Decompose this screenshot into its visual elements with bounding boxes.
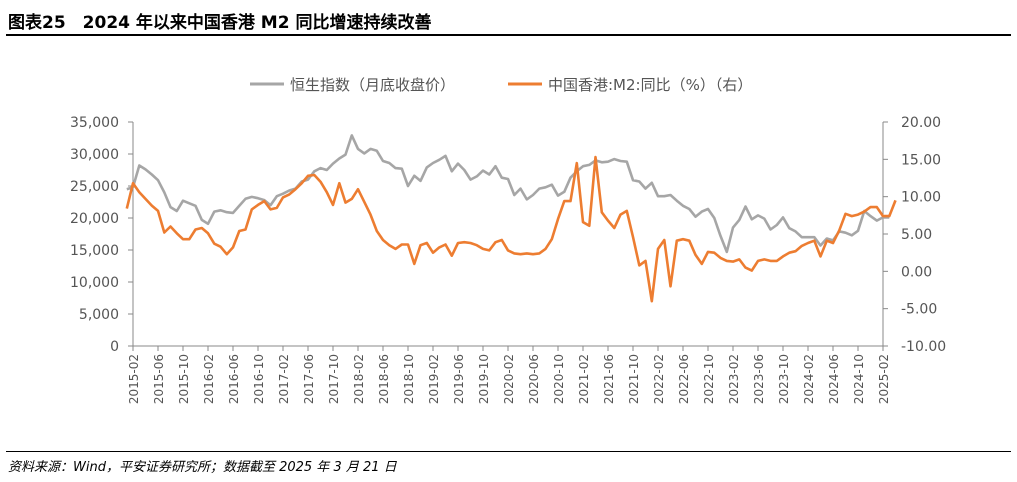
chart-axes: 35,000 30,000 25,000 20,000 15,000 10,000 5,00… bbox=[70, 115, 946, 404]
figure-header: 图表25 2024 年以来中国香港 M2 同比增速持续改善 bbox=[6, 6, 1011, 36]
figure-source: 资料来源：Wind，平安证券研究所；数据截至 2025 年 3 月 21 日 bbox=[8, 460, 397, 475]
x-tick-label: 2021-10 bbox=[627, 354, 641, 404]
x-tick-label: 2018-10 bbox=[402, 354, 416, 404]
x-tick-label: 2018-02 bbox=[352, 354, 366, 404]
y-right-tick-label: -5.00 bbox=[901, 302, 937, 318]
x-tick-label: 2019-10 bbox=[477, 354, 491, 404]
x-tick-label: 2020-10 bbox=[552, 354, 566, 404]
x-tick-label: 2021-06 bbox=[602, 354, 616, 404]
footer-divider bbox=[6, 451, 1011, 452]
x-tick-label: 2016-06 bbox=[227, 354, 241, 404]
x-tick-label: 2016-10 bbox=[252, 354, 266, 404]
x-tick-label: 2017-02 bbox=[277, 354, 291, 404]
x-tick-label: 2019-06 bbox=[452, 354, 466, 404]
y-left-tick-label: 25,000 bbox=[70, 179, 119, 195]
series-line-m2-yoy bbox=[125, 155, 897, 303]
x-tick-label: 2022-06 bbox=[677, 354, 691, 404]
x-tick-label: 2023-06 bbox=[752, 354, 766, 404]
chart-series bbox=[125, 134, 897, 303]
series-line-hsi bbox=[126, 134, 890, 254]
x-tick-label: 2020-02 bbox=[502, 354, 516, 404]
x-tick-label: 2025-02 bbox=[877, 354, 891, 404]
y-right-tick-label: 5.00 bbox=[901, 227, 932, 243]
legend-item-m2-yoy-label: 中国香港:M2:同比（%）（右） bbox=[548, 76, 752, 94]
x-tick-label: 2015-02 bbox=[127, 354, 141, 404]
y-right-tick-label: 10.00 bbox=[901, 190, 941, 206]
x-tick-label: 2022-02 bbox=[652, 354, 666, 404]
x-tick-label: 2017-10 bbox=[327, 354, 341, 404]
x-tick-label: 2022-10 bbox=[702, 354, 716, 404]
chart-legend: 恒生指数（月底收盘价） 中国香港:M2:同比（%）（右） bbox=[250, 76, 752, 94]
x-tick-label: 2024-02 bbox=[802, 354, 816, 404]
y-right-tick-label: 0.00 bbox=[901, 264, 932, 280]
x-tick-label: 2017-06 bbox=[302, 354, 316, 404]
y-left-tick-label: 35,000 bbox=[70, 115, 119, 131]
y-right-tick-label: -10.00 bbox=[901, 339, 946, 355]
x-tick-label: 2016-02 bbox=[202, 354, 216, 404]
y-left-tick-label: 0 bbox=[110, 339, 119, 355]
y-left-tick-label: 5,000 bbox=[79, 307, 119, 323]
legend-item-hsi-label: 恒生指数（月底收盘价） bbox=[290, 76, 455, 94]
x-tick-label: 2024-10 bbox=[852, 354, 866, 404]
y-right-tick-label: 15.00 bbox=[901, 152, 941, 168]
x-tick-label: 2015-10 bbox=[177, 354, 191, 404]
x-tick-label: 2019-02 bbox=[427, 354, 441, 404]
y-left-tick-label: 30,000 bbox=[70, 147, 119, 163]
x-tick-label: 2023-10 bbox=[777, 354, 791, 404]
y-left-tick-label: 10,000 bbox=[70, 275, 119, 291]
y-left-tick-label: 20,000 bbox=[70, 211, 119, 227]
y-right-tick-label: 20.00 bbox=[901, 115, 941, 131]
x-tick-label: 2015-06 bbox=[152, 354, 166, 404]
x-tick-label: 2020-06 bbox=[527, 354, 541, 404]
x-tick-label: 2023-02 bbox=[727, 354, 741, 404]
x-tick-label: 2024-06 bbox=[827, 354, 841, 404]
figure-title: 图表25 2024 年以来中国香港 M2 同比增速持续改善 bbox=[8, 13, 432, 33]
y-left-tick-label: 15,000 bbox=[70, 243, 119, 259]
x-tick-label: 2021-02 bbox=[577, 354, 591, 404]
x-tick-label: 2018-06 bbox=[377, 354, 391, 404]
